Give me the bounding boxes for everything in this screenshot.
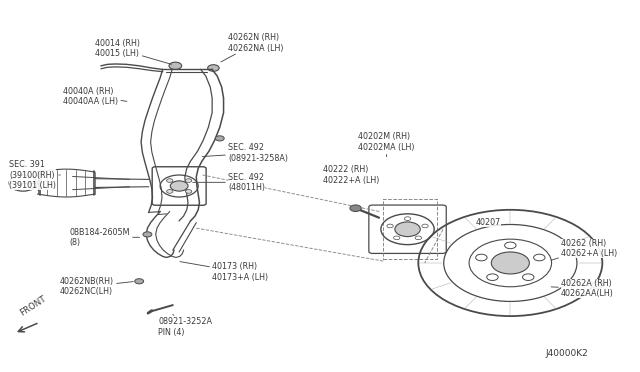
Circle shape <box>404 217 411 221</box>
Text: 40202M (RH)
40202MA (LH): 40202M (RH) 40202MA (LH) <box>358 132 415 157</box>
Circle shape <box>169 62 182 70</box>
Text: 40207: 40207 <box>476 218 500 227</box>
Circle shape <box>591 281 604 289</box>
Text: J40000K2: J40000K2 <box>545 349 588 358</box>
Text: SEC. 492
(48011H): SEC. 492 (48011H) <box>193 173 265 192</box>
Circle shape <box>186 190 192 193</box>
Circle shape <box>135 279 143 284</box>
Circle shape <box>350 205 362 212</box>
Circle shape <box>504 242 516 248</box>
Circle shape <box>415 236 422 240</box>
Circle shape <box>208 65 219 71</box>
Circle shape <box>487 274 498 280</box>
Circle shape <box>492 252 529 274</box>
Circle shape <box>422 224 428 228</box>
Text: 40262N (RH)
40262NA (LH): 40262N (RH) 40262NA (LH) <box>221 33 284 62</box>
Circle shape <box>534 254 545 261</box>
Text: FRONT: FRONT <box>19 294 48 318</box>
Circle shape <box>215 136 224 141</box>
Text: SEC. 492
(08921-3258A): SEC. 492 (08921-3258A) <box>202 143 288 163</box>
Circle shape <box>166 190 173 193</box>
Text: 08921-3252A
PIN (4): 08921-3252A PIN (4) <box>158 314 212 337</box>
Text: 40262NB(RH)
40262NC(LH): 40262NB(RH) 40262NC(LH) <box>60 277 133 296</box>
Text: 40222 (RH)
40222+A (LH): 40222 (RH) 40222+A (LH) <box>323 165 380 185</box>
Text: 40262 (RH)
40262+A (LH): 40262 (RH) 40262+A (LH) <box>551 238 618 260</box>
Circle shape <box>170 181 188 191</box>
Circle shape <box>143 232 152 237</box>
Circle shape <box>522 274 534 280</box>
Text: 40173 (RH)
40173+A (LH): 40173 (RH) 40173+A (LH) <box>180 262 268 282</box>
Circle shape <box>476 254 487 261</box>
Text: 40262A (RH)
40262AA(LH): 40262A (RH) 40262AA(LH) <box>551 279 614 298</box>
Circle shape <box>387 224 393 228</box>
Circle shape <box>166 179 173 182</box>
Text: SEC. 391
(39100(RH)
(39101 (LH): SEC. 391 (39100(RH) (39101 (LH) <box>9 160 60 190</box>
Text: 40040A (RH)
40040AA (LH): 40040A (RH) 40040AA (LH) <box>63 87 127 106</box>
Text: 40014 (RH)
40015 (LH): 40014 (RH) 40015 (LH) <box>95 39 172 64</box>
Circle shape <box>395 222 420 237</box>
Text: 08B184-2605M
(8): 08B184-2605M (8) <box>69 228 140 247</box>
Circle shape <box>186 179 192 182</box>
Circle shape <box>394 236 400 240</box>
